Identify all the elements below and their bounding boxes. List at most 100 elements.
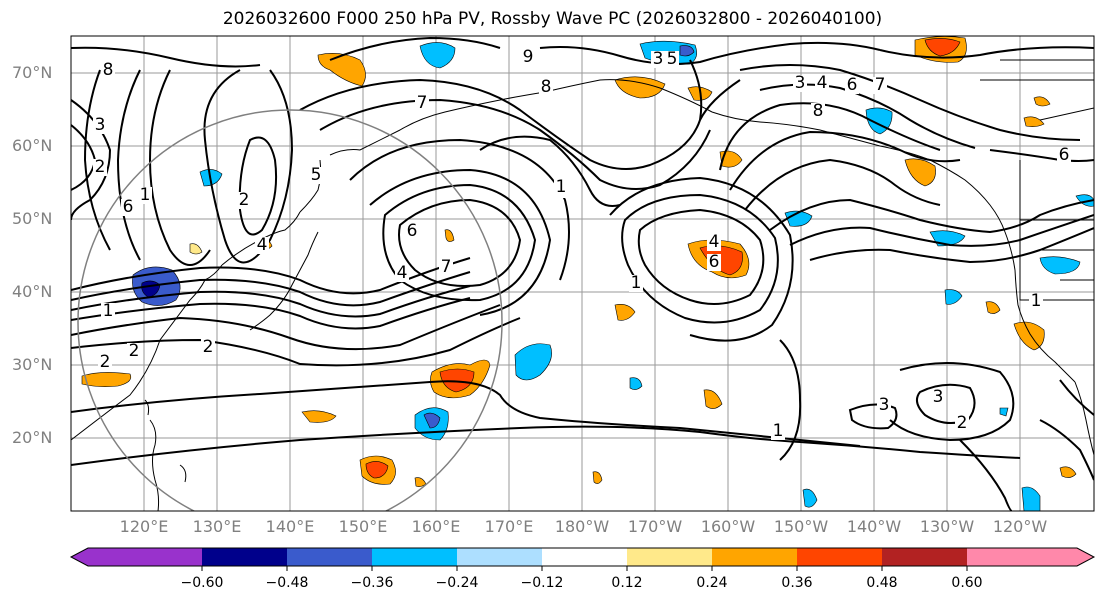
latitude-label: 60°N <box>12 136 53 155</box>
contour-label-bg <box>931 389 945 406</box>
contour-label-bg <box>707 254 721 271</box>
contour-label-bg <box>415 95 429 112</box>
contour-label: 8 <box>103 60 114 80</box>
colorbar-segment <box>457 548 542 566</box>
longitude-label: 150°E <box>338 517 388 536</box>
contour-label-bg <box>539 79 553 96</box>
contour-label: 2 <box>957 413 968 433</box>
longitude-label: 140°W <box>846 517 902 536</box>
contour-label: 6 <box>709 252 720 272</box>
longitude-label: 170°E <box>484 517 534 536</box>
contour-label-bg <box>98 354 112 371</box>
contour-label: 7 <box>417 93 428 113</box>
contour-labels: 832617246719883467461233121224155361 <box>93 47 1071 441</box>
longitude-label: 140°E <box>265 517 315 536</box>
contour-label-bg <box>815 75 829 92</box>
contour-label-bg <box>771 423 785 440</box>
contour-label: 5 <box>311 165 322 185</box>
contour-label: 4 <box>709 232 720 252</box>
contour-label-bg <box>138 187 152 204</box>
contour-label-bg <box>93 117 107 134</box>
contour-label: 1 <box>103 301 114 321</box>
longitude-label: 180°W <box>554 517 610 536</box>
contour-label: 1 <box>631 273 642 293</box>
contour-label-bg <box>707 234 721 251</box>
colorbar-tick-label: 0.48 <box>866 575 898 591</box>
contour-label-bg <box>101 303 115 320</box>
contour-label: 6 <box>1059 145 1070 165</box>
colorbar-tick-label: 0.60 <box>951 575 983 591</box>
contour-label-bg <box>793 75 807 92</box>
contour-label: 8 <box>541 77 552 97</box>
longitude-label: 160°E <box>411 517 461 536</box>
colorbar <box>69 547 1096 571</box>
colorbar-segment <box>627 548 712 566</box>
contour-label: 3 <box>879 395 890 415</box>
colorbar-tick-label: −0.60 <box>180 575 224 591</box>
contour-label-bg <box>127 343 141 360</box>
latitude-label: 30°N <box>12 355 53 374</box>
contour-label: 7 <box>441 257 452 277</box>
contour-label: 4 <box>817 73 828 93</box>
longitude-label: 130°E <box>192 517 242 536</box>
contour-label: 3 <box>933 387 944 407</box>
latitude-label: 70°N <box>12 63 53 82</box>
contour-label: 1 <box>773 421 784 441</box>
colorbar-segment <box>372 548 457 566</box>
contour-label: 3 <box>95 115 106 135</box>
colorbar-tick-label: 0.24 <box>696 575 728 591</box>
contour-label: 2 <box>100 352 111 372</box>
longitude-label: 120°W <box>992 517 1048 536</box>
latitude-label: 20°N <box>12 428 53 447</box>
map-title: 2026032600 F000 250 hPa PV, Rossby Wave … <box>222 9 883 29</box>
longitude-label: 130°W <box>919 517 975 536</box>
contour-label-bg <box>1057 147 1071 164</box>
contour-label-bg <box>255 237 269 254</box>
contour-label: 9 <box>523 47 534 67</box>
contour-label-bg <box>629 275 643 292</box>
contour-label-bg <box>395 265 409 282</box>
colorbar-tick-label: −0.12 <box>520 575 564 591</box>
contour-label: 1 <box>556 177 567 197</box>
contour-label: 7 <box>875 75 886 95</box>
colorbar-segment <box>88 548 202 566</box>
contour-label-bg <box>309 167 323 184</box>
contour-label-bg <box>439 259 453 276</box>
contour-label-bg <box>405 223 419 240</box>
contour-label-bg <box>237 192 251 209</box>
longitude-label: 150°W <box>773 517 829 536</box>
contour-label: 3 <box>795 73 806 93</box>
colorbar-tick-label: −0.48 <box>265 575 309 591</box>
contour-label: 2 <box>239 190 250 210</box>
contour-label-bg <box>955 415 969 432</box>
latitude-label: 50°N <box>12 209 53 228</box>
longitude-label: 160°W <box>700 517 756 536</box>
colorbar-segment <box>967 548 1077 566</box>
contour-label-bg <box>521 49 535 66</box>
contour-label: 6 <box>123 197 134 217</box>
contour-label: 2 <box>203 337 214 357</box>
colorbar-tick-label: 0.36 <box>781 575 813 591</box>
reference-circle <box>77 109 503 511</box>
contour-label-bg <box>93 159 107 176</box>
contour-label: 6 <box>847 75 858 95</box>
contour-label: 8 <box>813 101 824 121</box>
contour-label-bg <box>121 199 135 216</box>
contour-label: 4 <box>257 235 268 255</box>
colorbar-segment <box>797 548 882 566</box>
colorbar-segment <box>712 548 797 566</box>
colorbar-tick-label: −0.36 <box>350 575 394 591</box>
colorbar-tick-label: 0.12 <box>611 575 643 591</box>
contour-label: 5 <box>667 49 678 69</box>
contour-label-bg <box>811 103 825 120</box>
contour-label-bg <box>201 339 215 356</box>
contour-label-bg <box>101 62 115 79</box>
contour-label: 2 <box>129 341 140 361</box>
contour-label-bg <box>845 77 859 94</box>
contour-label-bg <box>877 397 891 414</box>
contour-label-bg <box>873 77 887 94</box>
colorbar-outline <box>69 547 1096 567</box>
contour-label-bg <box>554 179 568 196</box>
colorbar-tick-label: −0.24 <box>435 575 479 591</box>
